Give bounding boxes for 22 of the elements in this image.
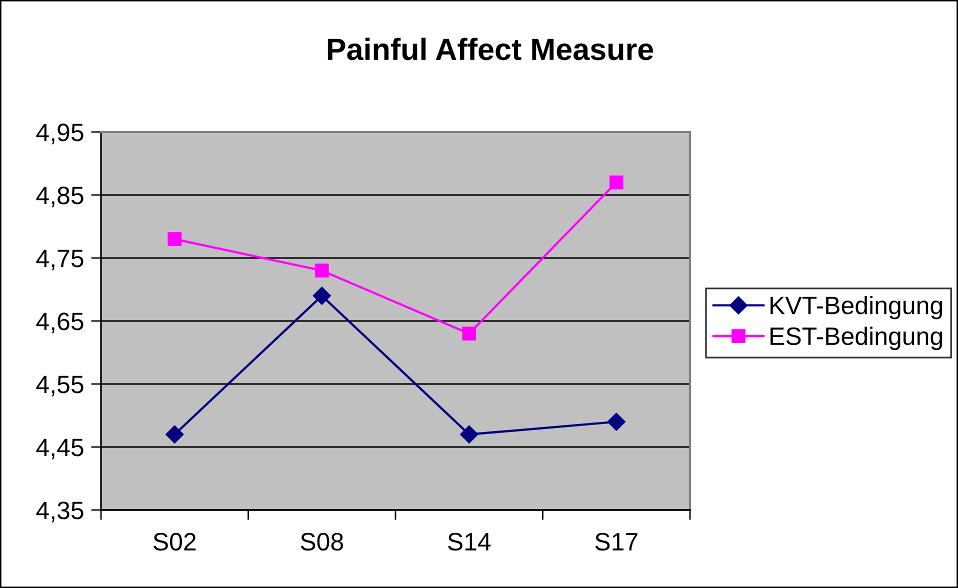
- point: [607, 412, 626, 431]
- y-tick-label: 4,75: [36, 250, 84, 270]
- y-tick-label: 4,65: [36, 312, 84, 334]
- y-tick-label: 4,85: [36, 186, 84, 208]
- y-tick-label: 4,95: [36, 124, 84, 144]
- x-tick-label: S14: [448, 532, 491, 551]
- point: [314, 264, 329, 278]
- y-tick-label: 4,45: [36, 438, 84, 460]
- point: [312, 286, 331, 305]
- point: [460, 425, 478, 444]
- point: [609, 175, 624, 190]
- y-tick-label: 4,55: [36, 376, 84, 396]
- x-tick-label: S02: [154, 532, 196, 551]
- point: [166, 425, 184, 444]
- point: [462, 326, 476, 341]
- y-tick-label: 4,35: [36, 502, 84, 522]
- x-tick-label: S08: [300, 532, 344, 551]
- chart-title: Painful Affect Measure: [328, 38, 654, 60]
- point: [168, 232, 182, 246]
- legend-label: KVT-Bedingung: [770, 296, 942, 320]
- legend-label: EST-Bedingung: [770, 326, 942, 350]
- x-tick-label: S17: [595, 532, 638, 551]
